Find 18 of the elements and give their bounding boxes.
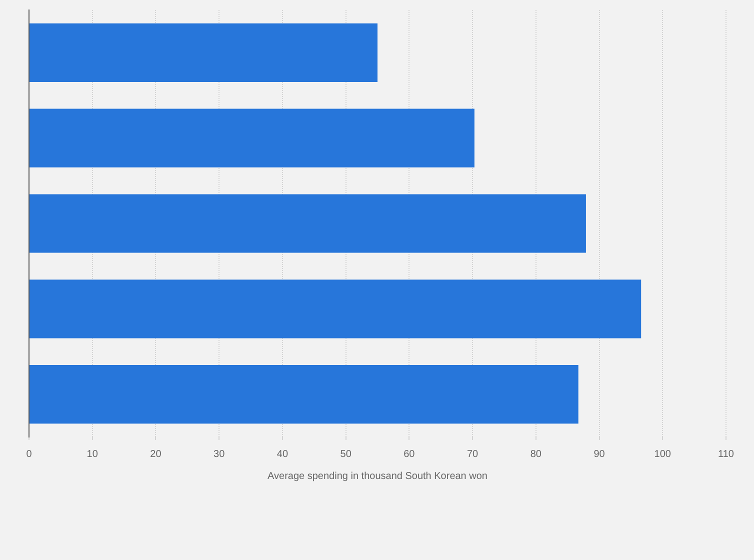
- x-tick-label: 60: [404, 448, 416, 460]
- x-tick-label: 0: [26, 448, 32, 460]
- bar: [30, 108, 474, 168]
- bar: [30, 194, 586, 253]
- x-axis-title: Average spending in thousand South Korean won: [268, 470, 488, 482]
- x-tick-label: 10: [86, 448, 98, 460]
- x-tick-label: 50: [340, 448, 352, 460]
- x-tick-label: 90: [594, 448, 606, 460]
- x-tick-label: 110: [718, 448, 734, 460]
- x-tick-label: 40: [276, 448, 288, 460]
- bar: [30, 280, 642, 338]
- x-tick-label: 30: [214, 448, 226, 460]
- x-tick-label: 70: [466, 448, 479, 460]
- x-tick-label: 100: [654, 448, 672, 460]
- bar: [30, 23, 378, 82]
- x-tick-label: 80: [530, 448, 542, 460]
- bar: [30, 365, 578, 424]
- x-tick-label: 20: [150, 448, 162, 460]
